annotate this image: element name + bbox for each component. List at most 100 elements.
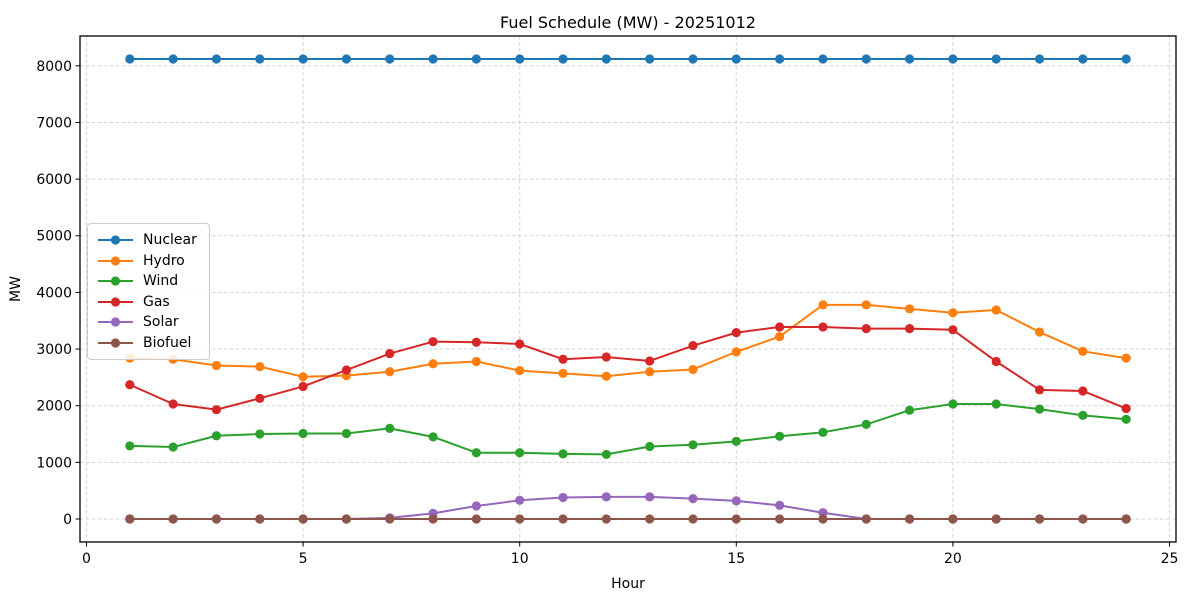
- data-point-marker: [731, 347, 741, 357]
- series-line: [128, 303, 1128, 378]
- data-point-marker: [168, 442, 178, 452]
- data-point-marker: [298, 54, 308, 64]
- data-point-marker: [211, 514, 222, 524]
- data-point-marker: [428, 514, 438, 524]
- data-point-marker: [1121, 54, 1131, 64]
- data-point-marker: [991, 356, 1001, 367]
- data-point-marker: [255, 362, 265, 372]
- data-point-marker: [731, 54, 741, 64]
- data-point-marker: [645, 54, 655, 64]
- data-point-marker: [731, 496, 741, 506]
- data-point-marker: [515, 339, 525, 349]
- data-point-marker: [861, 324, 871, 334]
- data-point-marker: [645, 514, 655, 524]
- data-point-marker: [688, 494, 698, 504]
- data-point-marker: [168, 514, 178, 524]
- data-point-marker: [515, 514, 525, 524]
- data-point-marker: [818, 514, 828, 524]
- data-point-marker: [904, 405, 915, 415]
- x-tick-label: 0: [82, 551, 91, 567]
- data-point-marker: [558, 368, 568, 379]
- legend-item-wind: Wind: [97, 271, 197, 292]
- data-point-marker: [601, 54, 611, 64]
- x-tick-label: 20: [944, 551, 962, 567]
- data-point-marker: [515, 495, 525, 505]
- data-point-marker: [818, 322, 828, 332]
- data-point-marker: [428, 337, 438, 347]
- data-point-marker: [125, 380, 135, 390]
- data-point-marker: [904, 514, 915, 524]
- data-point-marker: [428, 432, 438, 442]
- y-tick-label: 7000: [36, 115, 72, 131]
- data-point-marker: [1121, 403, 1131, 414]
- data-point-marker: [688, 54, 698, 64]
- data-point-marker: [645, 441, 655, 452]
- data-point-marker: [385, 348, 395, 359]
- series-line: [128, 403, 1128, 456]
- data-point-marker: [775, 54, 785, 64]
- data-point-marker: [601, 371, 611, 381]
- legend-label: Gas: [143, 293, 170, 310]
- data-point-marker: [428, 54, 438, 64]
- data-point-marker: [775, 331, 785, 342]
- data-point-marker: [948, 399, 958, 409]
- x-axis-label: Hour: [611, 576, 645, 592]
- y-tick-label: 3000: [36, 342, 72, 358]
- data-point-marker: [255, 393, 265, 403]
- data-point-marker: [731, 436, 741, 446]
- grid-layer: [80, 36, 1176, 542]
- data-point-marker: [1034, 514, 1045, 524]
- legend-label: Solar: [143, 314, 179, 331]
- legend-item-nuclear: Nuclear: [97, 230, 197, 251]
- legend-line-sample: [98, 256, 133, 266]
- series-gas: [125, 322, 1131, 415]
- data-point-marker: [385, 367, 395, 377]
- data-point-marker: [904, 304, 915, 314]
- y-tick-label: 1000: [36, 455, 72, 471]
- legend-item-biofuel: Biofuel: [97, 333, 197, 354]
- legend-marker: [110, 276, 121, 286]
- data-point-marker: [428, 359, 438, 369]
- data-point-marker: [601, 352, 611, 362]
- series-line: [128, 495, 1128, 520]
- data-point-marker: [558, 514, 568, 524]
- data-point-marker: [861, 54, 871, 64]
- series-layer: [125, 54, 1131, 524]
- data-point-marker: [1078, 386, 1088, 396]
- legend-marker: [110, 235, 121, 245]
- data-point-marker: [255, 429, 265, 439]
- data-point-marker: [775, 322, 785, 332]
- data-point-marker: [1034, 385, 1045, 395]
- data-point-marker: [948, 54, 958, 64]
- legend-marker: [110, 297, 121, 307]
- legend-label: Wind: [143, 273, 179, 290]
- data-point-marker: [818, 300, 828, 310]
- data-point-marker: [948, 308, 958, 318]
- y-tick-label: 6000: [36, 172, 72, 188]
- data-point-marker: [558, 54, 568, 64]
- data-point-marker: [948, 514, 958, 524]
- y-tick-label: 8000: [36, 59, 72, 75]
- data-point-marker: [645, 492, 655, 502]
- data-point-marker: [515, 448, 525, 458]
- legend-marker: [110, 256, 121, 266]
- data-point-marker: [1121, 353, 1131, 363]
- data-point-marker: [861, 514, 871, 524]
- data-point-marker: [298, 428, 308, 439]
- data-point-marker: [471, 514, 481, 524]
- data-point-marker: [775, 500, 785, 511]
- data-point-marker: [991, 514, 1001, 524]
- data-point-marker: [601, 514, 611, 524]
- data-point-marker: [168, 54, 178, 64]
- series-biofuel: [125, 514, 1131, 524]
- data-point-marker: [255, 514, 265, 524]
- data-point-marker: [298, 381, 308, 392]
- series-line: [128, 325, 1128, 411]
- data-point-marker: [688, 364, 698, 375]
- data-point-marker: [991, 305, 1001, 315]
- data-point-marker: [775, 431, 785, 441]
- data-point-marker: [1034, 327, 1045, 337]
- data-point-marker: [125, 441, 135, 451]
